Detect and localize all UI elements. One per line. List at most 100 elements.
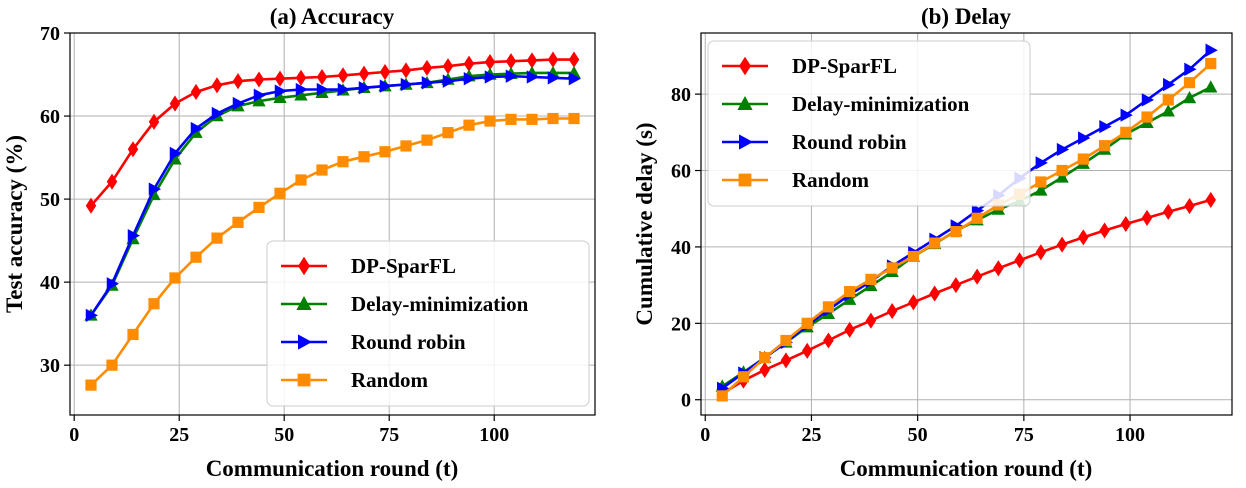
legend-marker xyxy=(296,296,312,310)
legend-entry: DP-SparFL xyxy=(722,54,897,78)
legend-entry: Round robin xyxy=(281,330,466,354)
legend-entry: Delay-minimization xyxy=(281,292,529,316)
data-point xyxy=(1078,229,1089,246)
data-point xyxy=(252,94,266,107)
data-point xyxy=(1141,93,1155,107)
data-point xyxy=(1204,80,1218,93)
data-point xyxy=(1120,215,1132,233)
data-point xyxy=(505,113,517,125)
data-point xyxy=(316,68,328,86)
data-point xyxy=(505,69,518,83)
y-tick-label: 50 xyxy=(40,189,60,211)
legend-label: DP-SparFL xyxy=(792,54,897,78)
data-point xyxy=(337,156,349,168)
series-group xyxy=(715,43,1218,402)
y-tick-label: 60 xyxy=(40,106,60,128)
data-point xyxy=(316,82,329,97)
data-point xyxy=(844,286,856,298)
data-point xyxy=(358,65,370,82)
x-tick-label: 75 xyxy=(379,424,399,446)
data-point xyxy=(169,95,181,112)
data-point xyxy=(1184,62,1197,76)
x-axis-label: Communication round (t) xyxy=(206,456,459,481)
data-point xyxy=(127,328,139,341)
data-point xyxy=(400,62,412,79)
data-point xyxy=(526,52,538,69)
data-point xyxy=(823,332,834,349)
legend-label: Round robin xyxy=(351,330,466,354)
data-point xyxy=(844,321,855,338)
data-point xyxy=(232,73,244,90)
data-point xyxy=(822,301,835,313)
tick-labels: 0 25 50 75 100 0 20 40 60 80 xyxy=(671,84,1145,446)
data-point xyxy=(148,182,161,196)
data-point xyxy=(505,53,517,70)
data-point xyxy=(950,226,962,238)
data-point xyxy=(1056,236,1068,253)
y-tick-label: 60 xyxy=(671,161,691,183)
data-point xyxy=(85,197,97,214)
data-point xyxy=(379,146,391,158)
data-point xyxy=(442,74,455,88)
data-point xyxy=(211,77,223,94)
data-point xyxy=(1162,94,1174,106)
data-point xyxy=(190,251,202,263)
data-point xyxy=(1184,197,1195,215)
y-tick-label: 0 xyxy=(681,390,691,412)
data-point xyxy=(1014,252,1025,269)
legend-marker xyxy=(298,334,312,350)
data-point xyxy=(463,119,475,131)
x-tick-label: 50 xyxy=(274,424,294,446)
legend: DP-SparFL Delay-minimization Round robin Ra… xyxy=(707,40,1031,207)
x-tick-label: 100 xyxy=(1115,424,1145,446)
data-point xyxy=(253,71,265,88)
data-point xyxy=(568,112,580,125)
legend-label: Random xyxy=(792,168,870,192)
data-point xyxy=(358,81,371,95)
tick-labels: 0 25 50 75 100 30 40 50 60 70 xyxy=(40,23,509,446)
legend-marker xyxy=(737,96,753,110)
data-point xyxy=(1035,176,1047,188)
series-random xyxy=(85,112,580,391)
data-point xyxy=(232,216,244,228)
data-point xyxy=(1183,77,1196,89)
data-point xyxy=(929,285,940,302)
data-point xyxy=(865,273,877,285)
data-point xyxy=(358,151,370,163)
x-axis-label: Communication round (t) xyxy=(840,456,1093,481)
data-point xyxy=(106,173,118,190)
plot-frame xyxy=(700,32,1233,416)
data-point xyxy=(169,272,181,284)
data-point xyxy=(1056,142,1070,157)
data-point xyxy=(1141,111,1153,123)
data-point xyxy=(294,88,308,101)
series-line xyxy=(90,58,574,207)
legend-entries: DP-SparFL Delay-minimization Round robin Ra… xyxy=(722,54,970,192)
legend-entry: Delay-minimization xyxy=(722,92,970,116)
delay-panel: (b) Delay 0 25 50 75 100 0 20 40 60 80 Communicat… xyxy=(632,4,1233,481)
data-point xyxy=(1205,191,1217,208)
data-point xyxy=(232,96,245,111)
data-point xyxy=(907,250,919,263)
data-point xyxy=(1205,43,1218,57)
data-point xyxy=(316,164,328,176)
data-point xyxy=(1205,57,1217,70)
data-point xyxy=(379,79,392,93)
accuracy-panel: (a) Accuracy 0 25 50 75 100 30 40 50 60 70 Commun… xyxy=(2,4,596,481)
data-point xyxy=(190,83,202,101)
data-point xyxy=(211,232,223,244)
legend-marker xyxy=(739,56,751,76)
data-point xyxy=(1120,126,1132,138)
data-point xyxy=(843,292,857,305)
data-point xyxy=(295,82,308,97)
data-point xyxy=(337,67,349,84)
series-group xyxy=(84,51,581,391)
data-point xyxy=(1055,170,1069,183)
data-point xyxy=(759,352,771,364)
data-point xyxy=(759,361,770,378)
data-point xyxy=(1035,244,1047,261)
data-point xyxy=(253,88,266,102)
plot-frame xyxy=(69,32,596,416)
data-point xyxy=(253,201,265,213)
chart-title: (a) Accuracy xyxy=(270,4,395,29)
